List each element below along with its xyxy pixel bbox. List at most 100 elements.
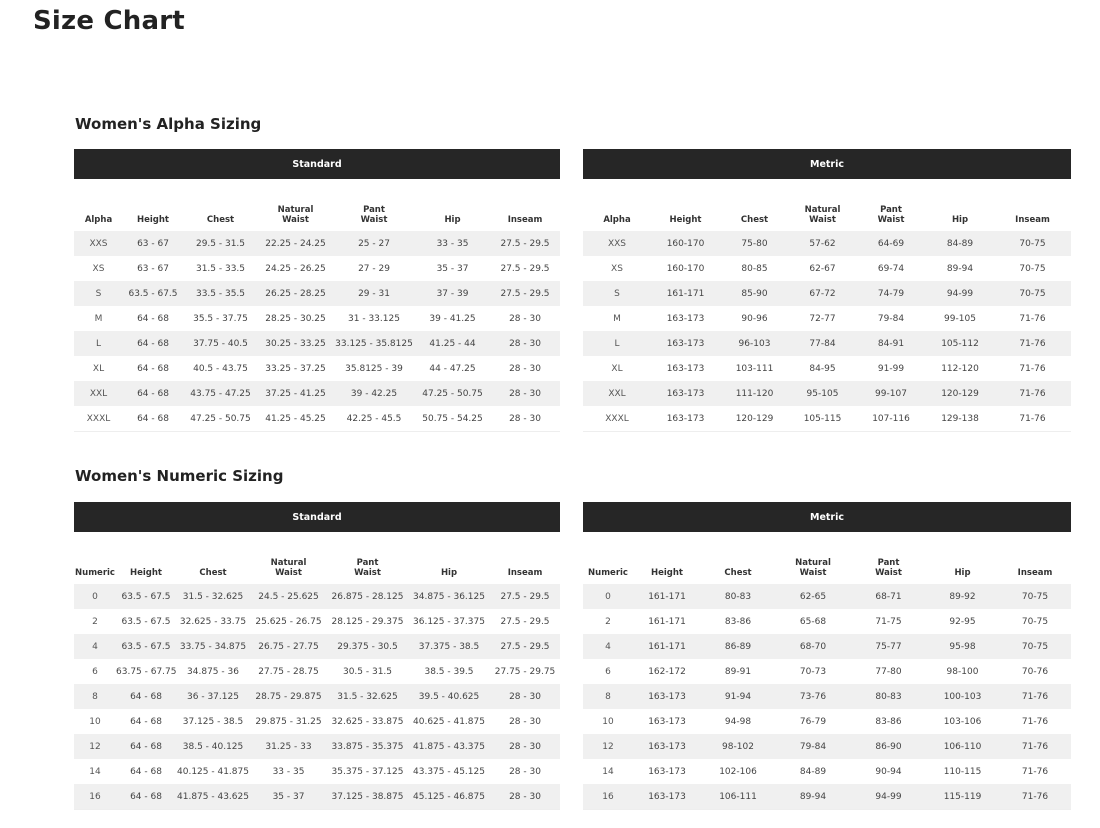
measurement-cell: 27.75 - 28.75 [258,666,319,677]
measurement-cell: 39 - 42.25 [333,381,415,406]
measurement-cell: 94-99 [851,784,926,810]
measurement-cell: 39.5 - 40.625 [408,684,490,709]
measurement-cell: 28.25 - 30.25 [265,313,326,324]
measurement-cell: 103-111 [735,363,774,374]
measurement-cell: 71-76 [994,331,1071,356]
table-row: 6 162-172 89-91 70-73 77-80 98-100 70-76 [583,659,1071,684]
table-banner: Metric [583,502,1071,532]
table-row: 8 163-173 91-94 73-76 80-83 100-103 71-76 [583,684,1071,709]
measurement-cell: 25.625 - 26.75 [255,616,322,627]
measurement-cell: 47.25 - 50.75 [415,381,490,406]
measurement-cell: 106-110 [926,734,999,759]
measurement-cell: 63.5 - 67.5 [123,281,183,306]
measurement-cell: 35.8125 - 39 [345,363,403,374]
size-label-cell: 2 [605,616,611,627]
table-row: XXXL 163-173 120-129 105-115 107-116 129-138 7… [583,406,1071,432]
measurement-cell: 27.5 - 29.5 [500,263,550,274]
measurement-cell: 71-76 [994,381,1071,406]
measurement-cell: 84-89 [926,231,994,256]
table-row: XXL 163-173 111-120 95-105 99-107 120-129 71-7… [583,381,1071,406]
measurement-cell: 31.5 - 32.625 [327,684,408,709]
measurement-cell: 31.5 - 33.5 [195,263,246,274]
column-header: Chest [206,215,235,225]
alpha-metric-table: Metric Alpha Height Chest Natural Waist Pant … [583,149,1071,432]
table-row: 12 163-173 98-102 79-84 86-90 106-110 71-76 [583,734,1071,759]
size-label-cell: XS [611,263,623,274]
measurement-cell: 77-84 [789,331,856,356]
table-row: XXL 64 - 68 43.75 - 47.25 37.25 - 41.25 39 -… [74,381,561,406]
measurement-cell: 64 - 68 [137,313,169,324]
table-row: L 64 - 68 37.75 - 40.5 30.25 - 33.25 33.125 … [74,331,561,356]
measurement-cell: 89-94 [775,784,851,810]
measurement-cell: 43.375 - 45.125 [413,766,485,777]
column-header: Height [137,215,169,225]
size-label-cell: 6 [605,666,611,677]
table-row: 6 63.75 - 67.75 34.875 - 36 27.75 - 28.75 30… [74,659,560,684]
measurement-cell: 33.5 - 35.5 [183,281,258,306]
table-row: 10 64 - 68 37.125 - 38.5 29.875 - 31.25 32.6… [74,709,560,734]
measurement-cell: 31.25 - 33 [250,734,327,759]
measurement-cell: 92-95 [949,616,976,627]
measurement-cell: 91-99 [877,363,905,374]
measurement-cell: 63.5 - 67.5 [116,634,176,659]
measurement-cell: 27.5 - 29.5 [490,281,561,306]
measurement-cell: 70-75 [1019,263,1046,274]
measurement-cell: 69-74 [877,263,905,274]
measurement-cell: 99-105 [944,313,976,324]
measurement-cell: 129-138 [941,413,979,424]
table-row: 10 163-173 94-98 76-79 83-86 103-106 71-76 [583,709,1071,734]
measurement-cell: 28 - 30 [509,413,541,424]
measurement-cell: 28.125 - 29.375 [331,616,404,627]
measurement-cell: 64 - 68 [116,784,176,810]
measurement-cell: 40.125 - 41.875 [177,766,249,777]
measurement-cell: 86-90 [851,734,926,759]
measurement-cell: 84-89 [799,766,827,777]
table-banner: Standard [74,149,561,179]
measurement-cell: 28 - 30 [490,734,561,759]
measurement-cell: 33.75 - 34.875 [176,634,250,659]
size-label-cell: 10 [602,716,614,727]
size-label-cell: 4 [583,634,633,659]
column-header: Pant Waist [877,205,905,225]
measurement-cell: 160-170 [651,231,720,256]
column-header: Numeric [588,568,628,578]
table-row: 4 63.5 - 67.5 33.75 - 34.875 26.75 - 27.75 2… [74,634,561,659]
column-header: Chest [199,568,227,578]
size-label-cell: 2 [92,616,98,627]
measurement-cell: 41.875 - 43.375 [408,734,490,759]
measurement-cell: 120-129 [735,413,774,424]
measurement-cell: 37.375 - 38.5 [408,634,490,659]
measurement-cell: 80-83 [851,684,926,709]
table-row: 0 161-171 80-83 62-65 68-71 89-92 70-75 [583,584,1071,609]
measurement-cell: 33 - 35 [415,231,490,256]
measurement-cell: 24.25 - 26.25 [265,263,326,274]
column-header: Pant Waist [875,558,902,578]
column-header: Pant Waist [360,205,388,225]
table-row: XS 63 - 67 31.5 - 33.5 24.25 - 26.25 27 - 29… [74,256,560,281]
size-label-cell: XXS [583,231,651,256]
measurement-cell: 71-76 [1019,413,1046,424]
measurement-cell: 47.25 - 50.75 [190,413,251,424]
measurement-cell: 160-170 [666,263,705,274]
table-row: XL 64 - 68 40.5 - 43.75 33.25 - 37.25 35.812… [74,356,560,381]
table-row: 16 64 - 68 41.875 - 43.625 35 - 37 37.125 - … [74,784,561,810]
size-label-cell: XXXL [605,413,629,424]
size-label-cell: 14 [602,766,614,777]
measurement-cell: 68-70 [775,634,851,659]
measurement-cell: 26.875 - 28.125 [327,584,408,609]
measurement-cell: 36.125 - 37.375 [413,616,485,627]
column-header: Inseam [507,568,543,578]
table-row: 0 63.5 - 67.5 31.5 - 32.625 24.5 - 25.625 26… [74,584,561,609]
measurement-cell: 89-94 [946,263,974,274]
measurement-cell: 70-75 [1021,616,1049,627]
section-title-numeric: Women's Numeric Sizing [75,467,284,485]
column-header: Alpha [84,215,113,225]
measurement-cell: 37.125 - 38.875 [327,784,408,810]
measurement-cell: 161-171 [633,584,701,609]
measurement-cell: 38.5 - 40.125 [176,734,250,759]
measurement-cell: 27.5 - 29.5 [490,584,561,609]
measurement-cell: 80-85 [741,263,768,274]
measurement-cell: 62-65 [775,584,851,609]
measurement-cell: 35 - 37 [436,263,469,274]
measurement-cell: 98-100 [946,666,979,677]
